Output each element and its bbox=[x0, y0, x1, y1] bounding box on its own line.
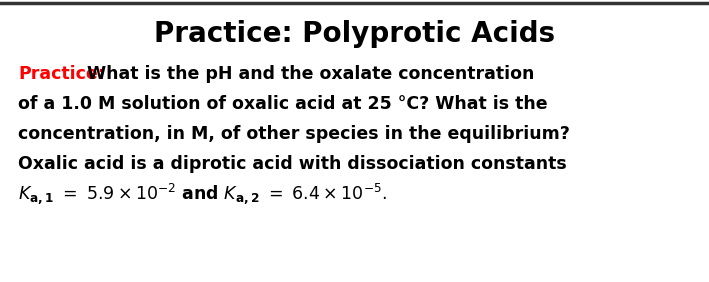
Text: concentration, in M, of other species in the equilibrium?: concentration, in M, of other species in… bbox=[18, 125, 570, 143]
Text: Practice: Polyprotic Acids: Practice: Polyprotic Acids bbox=[154, 20, 555, 48]
Text: Practice:: Practice: bbox=[18, 65, 105, 83]
Text: $K_{\mathbf{a,1}}\ =\ 5.9\times10^{-2}\ \mathbf{and}\ K_{\mathbf{a,2}}\ =\ 6.4\t: $K_{\mathbf{a,1}}\ =\ 5.9\times10^{-2}\ … bbox=[18, 182, 387, 206]
Text: Oxalic acid is a diprotic acid with dissociation constants: Oxalic acid is a diprotic acid with diss… bbox=[18, 155, 566, 173]
Text: of a 1.0 M solution of oxalic acid at 25 °C? What is the: of a 1.0 M solution of oxalic acid at 25… bbox=[18, 95, 547, 113]
Text: What is the pH and the oxalate concentration: What is the pH and the oxalate concentra… bbox=[81, 65, 535, 83]
